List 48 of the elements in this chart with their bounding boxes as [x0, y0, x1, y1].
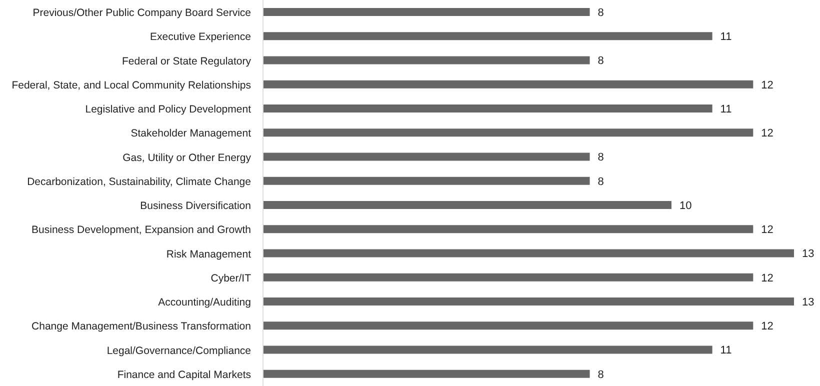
bar: [263, 370, 590, 378]
y-tick-label: Business Development, Expansion and Growth: [32, 224, 252, 236]
bar: [263, 273, 754, 282]
data-label: 12: [761, 272, 774, 284]
data-label: 11: [720, 103, 732, 116]
data-label: 12: [761, 224, 774, 236]
data-label: 12: [761, 79, 774, 92]
bar: [263, 128, 754, 137]
data-label: 12: [761, 128, 774, 140]
data-label: 8: [598, 152, 604, 164]
y-tick-label: Business Diversification: [140, 200, 252, 212]
bar: [263, 298, 794, 306]
data-label: 11: [720, 31, 732, 44]
bar: [263, 152, 590, 161]
bar: [263, 80, 754, 88]
bar: [263, 249, 794, 258]
data-label: 10: [679, 200, 692, 212]
bar: [263, 346, 712, 354]
data-label: 11: [720, 344, 732, 357]
data-label: 8: [598, 368, 604, 381]
y-tick-label: Federal, State, and Local Community Relationships: [12, 79, 251, 92]
bar: [263, 104, 712, 112]
bar: [263, 322, 754, 330]
y-tick-label: Decarbonization, Sustainability, Climate Change: [27, 176, 252, 188]
data-label: 12: [761, 320, 774, 333]
y-tick-label: Stakeholder Management: [130, 128, 252, 140]
y-tick-label: Risk Management: [166, 248, 252, 260]
data-label: 13: [802, 296, 814, 308]
data-label: 8: [598, 176, 604, 188]
bar: [263, 176, 590, 185]
bar: [263, 225, 754, 234]
y-tick-label: Gas, Utility or Other Energy: [122, 152, 252, 164]
y-tick-label: Previous/Other Public Company Board Service: [32, 7, 252, 20]
bar: [263, 201, 672, 209]
y-tick-label: Accounting/Auditing: [158, 296, 252, 309]
bar: [263, 56, 590, 64]
y-tick-label: Cyber/IT: [210, 272, 252, 284]
y-tick-label: Finance and Capital Markets: [117, 368, 251, 381]
data-label: 8: [598, 6, 604, 19]
data-label: 13: [802, 248, 814, 260]
y-tick-label: Executive Experience: [150, 31, 252, 44]
data-label: 8: [598, 55, 604, 68]
y-tick-label: Legislative and Policy Development: [85, 104, 252, 116]
y-tick-label: Change Management/Business Transformation: [32, 320, 252, 333]
y-tick-label: Legal/Governance/Compliance: [106, 344, 252, 357]
y-tick-label: Federal or State Regulatory: [122, 55, 252, 68]
bar: [263, 8, 590, 16]
bar: [263, 32, 712, 40]
